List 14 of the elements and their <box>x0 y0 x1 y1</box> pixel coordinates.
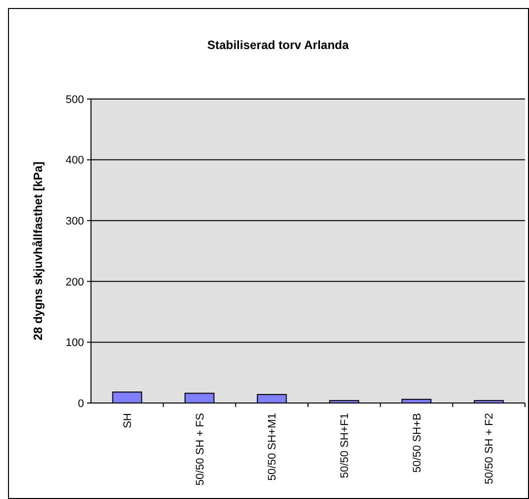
y-tick-label: 200 <box>66 276 84 288</box>
y-axis-title: 28 dygns skjuvhållfasthet [kPa] <box>31 162 45 340</box>
x-tick-label: 50/50 SH+M1 <box>266 413 279 481</box>
x-tick-label: 50/50 SH + FS <box>194 413 206 486</box>
chart-title: Stabiliserad torv Arlanda <box>207 38 350 52</box>
x-tick-label: SH <box>122 412 134 428</box>
x-tick-label: 50/50 SH+F1 <box>339 413 352 478</box>
y-tick-label: 500 <box>66 94 84 106</box>
y-tick-label: 300 <box>66 215 84 228</box>
x-tick-label: 50/50 SH + F2 <box>484 413 496 484</box>
y-tick-label: 400 <box>66 154 84 167</box>
y-tick-label: 100 <box>66 337 84 350</box>
y-tick-label: 0 <box>78 398 84 410</box>
x-tick-label: 50/50 SH+B <box>411 413 424 473</box>
